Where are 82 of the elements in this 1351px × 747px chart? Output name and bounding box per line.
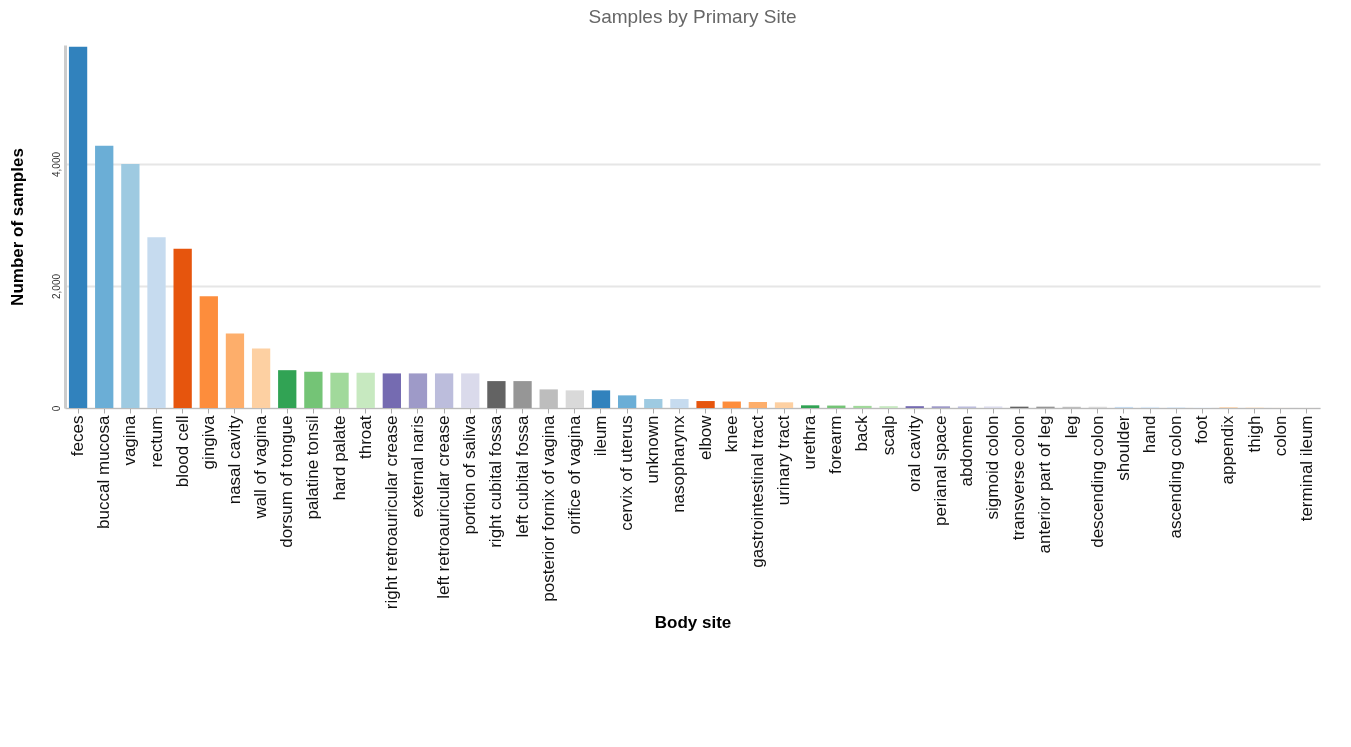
bar — [225, 333, 245, 408]
x-tick-label: shoulder — [1113, 415, 1133, 481]
x-tick-label: urethra — [800, 414, 820, 470]
bar — [95, 145, 114, 408]
x-tick-label: elbow — [695, 414, 715, 460]
y-axis-title: Number of samples — [7, 148, 27, 306]
x-tick-label: cervix of uterus — [617, 415, 637, 531]
bar — [356, 372, 375, 408]
x-tick-label: descending colon — [1087, 415, 1107, 548]
x-tick-label: nasopharynx — [669, 415, 689, 513]
x-tick-label: sigmoid colon — [983, 415, 1003, 520]
x-tick-label: feces — [68, 415, 88, 457]
bar — [513, 381, 532, 408]
x-tick-label: ileum — [590, 415, 610, 457]
bar — [722, 401, 741, 408]
bar — [487, 381, 506, 408]
x-tick-label: dorsum of tongue — [277, 415, 297, 548]
x-tick-label: forearm — [826, 415, 846, 475]
x-tick-label: external naris — [407, 415, 427, 518]
x-tick-label: palatine tonsil — [303, 415, 323, 520]
bar — [251, 348, 271, 408]
x-tick-label: thigh — [1244, 415, 1264, 453]
bar — [199, 296, 218, 408]
x-tick-label: left retroauricular crease — [434, 415, 454, 599]
bar — [748, 402, 768, 408]
x-tick-label: vagina — [120, 414, 140, 466]
x-tick-label: right cubital fossa — [486, 414, 506, 548]
bar — [330, 372, 349, 408]
x-tick-label: back — [852, 415, 872, 452]
x-tick-label: throat — [355, 415, 375, 459]
bar — [278, 370, 297, 408]
x-tick-label: appendix — [1218, 415, 1238, 485]
bar — [434, 373, 454, 408]
bar — [121, 163, 140, 408]
x-tick-label: oral cavity — [904, 415, 924, 493]
bar — [853, 405, 872, 408]
x-tick-label: blood cell — [172, 415, 192, 488]
x-tick-label: abdomen — [957, 415, 977, 487]
bar — [696, 401, 715, 408]
x-tick-label: nasal cavity — [224, 415, 244, 505]
bar — [591, 390, 611, 408]
x-tick-label: perianal space — [930, 415, 950, 527]
x-tick-label: posterior fornix of vagina — [538, 414, 558, 602]
x-tick-label: knee — [721, 415, 741, 453]
x-tick-label: terminal ileum — [1296, 415, 1316, 522]
x-tick-label: urinary tract — [774, 415, 794, 506]
x-tick-label: colon — [1270, 415, 1290, 457]
bar — [408, 373, 428, 408]
bar — [801, 405, 820, 408]
x-tick-label: orifice of vagina — [564, 414, 584, 535]
x-tick-label: right retroauricular crease — [381, 415, 401, 610]
bar — [147, 237, 166, 408]
bar — [565, 390, 584, 408]
bar — [670, 399, 689, 408]
x-tick-label: transverse colon — [1009, 415, 1029, 541]
x-tick-label: hand — [1140, 415, 1160, 454]
x-tick-label: foot — [1192, 415, 1212, 444]
x-tick-label: leg — [1061, 415, 1081, 439]
y-tick-label: 0 — [50, 405, 62, 412]
y-tick-label: 4,000 — [50, 151, 62, 177]
y-tick-label: 2,000 — [50, 273, 62, 299]
x-tick-label: rectum — [146, 415, 166, 468]
x-tick-label: portion of saliva — [460, 414, 480, 535]
x-tick-label: left cubital fossa — [512, 414, 532, 538]
bar — [617, 395, 637, 408]
x-tick-label: gingiva — [198, 414, 218, 470]
bar — [173, 248, 192, 408]
bar — [68, 46, 88, 408]
x-tick-label: scalp — [878, 415, 898, 456]
bar — [304, 371, 323, 408]
chart-title: Samples by Primary Site — [588, 6, 797, 27]
bar — [644, 399, 663, 408]
x-tick-label: anterior part of leg — [1035, 415, 1055, 554]
x-tick-label: ascending colon — [1166, 415, 1186, 539]
x-tick-label: hard palate — [329, 415, 349, 501]
x-tick-label: unknown — [643, 415, 663, 484]
x-axis-title: Body site — [654, 612, 732, 632]
x-tick-label: buccal mucosa — [94, 414, 114, 529]
bar — [774, 402, 794, 408]
x-tick-label: gastrointestinal tract — [747, 415, 767, 568]
x-tick-label: wall of vagina — [251, 414, 271, 520]
bar — [382, 373, 401, 408]
